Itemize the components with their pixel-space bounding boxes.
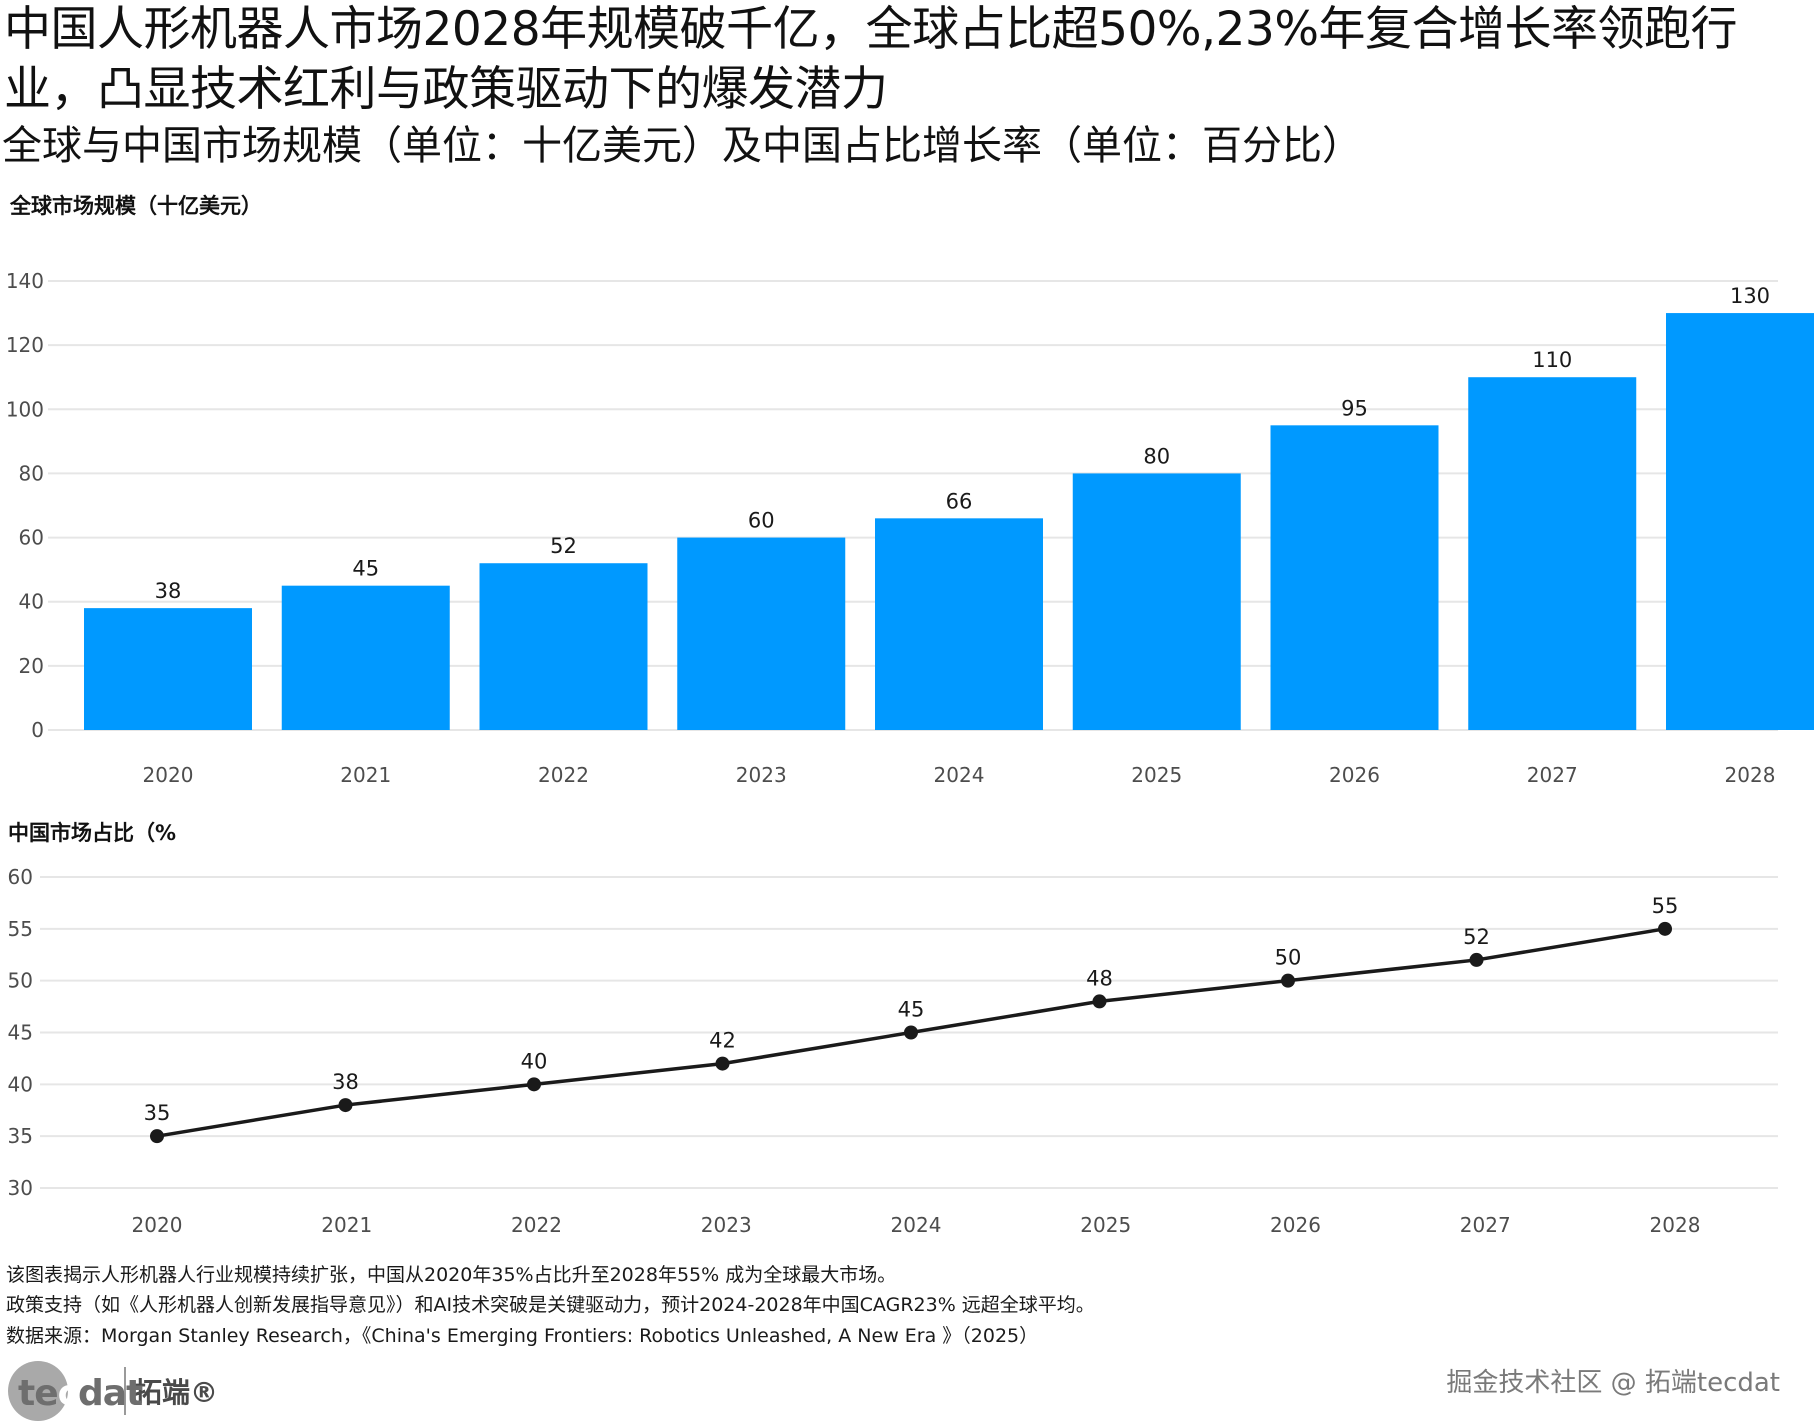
- line-data-label: 55: [1652, 894, 1679, 918]
- point-2028: [1658, 921, 1672, 936]
- bar-data-label: 45: [352, 557, 379, 581]
- bar-x-tick-label: 2021: [340, 763, 391, 787]
- bar-x-tick-label: 2025: [1131, 763, 1182, 787]
- line-x-tick-label: 2021: [321, 1213, 372, 1237]
- line-data-label: 45: [898, 998, 925, 1022]
- bar-data-label: 110: [1532, 348, 1572, 372]
- line-y-tick-label: 55: [8, 917, 33, 941]
- line-x-tick-label: 2027: [1460, 1213, 1511, 1237]
- bar-y-tick-label: 0: [31, 718, 44, 742]
- line-x-tick-label: 2020: [132, 1213, 183, 1237]
- line-y-tick-label: 40: [8, 1072, 33, 1096]
- page-title: 中国人形机器人市场2028年规模破千亿，全球占比超50%,23%年复合增长率领跑…: [4, 2, 1737, 117]
- watermark: 掘金技术社区 @ 拓端tecdat: [1446, 1368, 1780, 1398]
- caption-source: 数据来源：Morgan Stanley Research，《China's Em…: [6, 1325, 1039, 1347]
- line-y-tick-label: 30: [8, 1176, 33, 1200]
- bar-y-tick-label: 140: [6, 269, 44, 293]
- line-data-label: 42: [709, 1029, 736, 1053]
- bar-x-tick-label: 2026: [1329, 763, 1380, 787]
- bar-data-label: 38: [155, 579, 182, 603]
- bar-chart-title: 全球市场规模（十亿美元）: [10, 194, 262, 218]
- bar-x-tick-label: 2022: [538, 763, 589, 787]
- bar-2028: [1666, 313, 1814, 730]
- bar-2023: [677, 537, 846, 730]
- bar-data-label: 80: [1143, 444, 1170, 468]
- point-2025: [1092, 994, 1107, 1009]
- bar-y-tick-label: 80: [19, 461, 44, 485]
- bar-x-tick-label: 2027: [1527, 763, 1578, 787]
- bar-2020: [84, 608, 252, 730]
- bar-data-label: 60: [748, 509, 775, 533]
- point-2026: [1281, 973, 1295, 988]
- bar-x-tick-label: 2020: [143, 763, 194, 787]
- bar-data-label: 130: [1730, 284, 1770, 308]
- logo-mark: tecdat: [8, 1361, 143, 1421]
- point-2024: [904, 1025, 918, 1040]
- point-2021: [338, 1098, 353, 1113]
- global-market-bar-chart: 0 20 40 60 80 100 120 140 38 2020 45 2021 52 2022 60 20…: [6, 269, 1814, 787]
- line-y-tick-label: 60: [8, 865, 33, 889]
- line-data-label: 40: [521, 1049, 548, 1073]
- bar-x-tick-label: 2023: [736, 763, 787, 787]
- caption-line-2: 政策支持（如《人形机器人创新发展指导意见》）和AI技术突破是关键驱动力，预计20…: [6, 1294, 1095, 1316]
- line-data-label: 38: [332, 1070, 359, 1094]
- line-data-label: 35: [144, 1101, 171, 1125]
- page-subtitle: 全球与中国市场规模（单位：十亿美元）及中国占比增长率（单位：百分比）: [2, 123, 1362, 169]
- logo-cn-text: 拓端®: [134, 1376, 219, 1409]
- bar-data-label: 66: [946, 489, 973, 513]
- line-data-label: 52: [1463, 925, 1490, 949]
- bar-2025: [1072, 473, 1241, 730]
- logo-mark-text: tecdat: [18, 1373, 143, 1414]
- line-y-tick-label: 45: [8, 1021, 33, 1045]
- bar-data-label: 95: [1341, 396, 1368, 420]
- line-x-tick-label: 2022: [511, 1213, 562, 1237]
- point-2027: [1469, 952, 1484, 967]
- line-y-tick-label: 50: [8, 969, 33, 993]
- line-data-label: 50: [1275, 946, 1302, 970]
- line-data-label: 48: [1086, 966, 1113, 990]
- bar-y-tick-label: 120: [6, 333, 44, 357]
- china-share-line-chart: 30 35 40 45 50 55 60 35 2020 38 2021 40 2022 42 2023 45…: [8, 865, 1778, 1237]
- bar-y-tick-label: 20: [19, 654, 44, 678]
- line-x-tick-label: 2024: [891, 1213, 942, 1237]
- bar-y-tick-label: 100: [6, 397, 44, 421]
- line-x-tick-label: 2026: [1270, 1213, 1321, 1237]
- bar-y-tick-label: 40: [19, 590, 44, 614]
- bar-2026: [1270, 425, 1439, 730]
- point-2022: [527, 1077, 541, 1092]
- line-chart-title: 中国市场占比（%: [8, 821, 177, 845]
- bar-y-tick-label: 60: [19, 526, 44, 550]
- bar-data-label: 52: [550, 534, 577, 558]
- line-y-tick-label: 35: [8, 1124, 33, 1148]
- caption-line-1: 该图表揭示人形机器人行业规模持续扩张，中国从2020年35%占比升至2028年5…: [6, 1264, 897, 1286]
- bar-2027: [1468, 377, 1637, 730]
- tecdat-logo: tecdat 拓端®: [8, 1358, 218, 1424]
- logo-divider: [124, 1367, 126, 1415]
- bar-2022: [479, 563, 648, 730]
- bar-2024: [875, 518, 1043, 730]
- bar-x-tick-label: 2024: [934, 763, 985, 787]
- point-2020: [150, 1129, 164, 1144]
- bar-2021: [281, 585, 450, 730]
- bar-x-tick-label: 2028: [1725, 763, 1776, 787]
- line-x-tick-label: 2028: [1650, 1213, 1701, 1237]
- point-2023: [715, 1056, 730, 1071]
- line-x-tick-label: 2023: [701, 1213, 752, 1237]
- line-x-tick-label: 2025: [1080, 1213, 1131, 1237]
